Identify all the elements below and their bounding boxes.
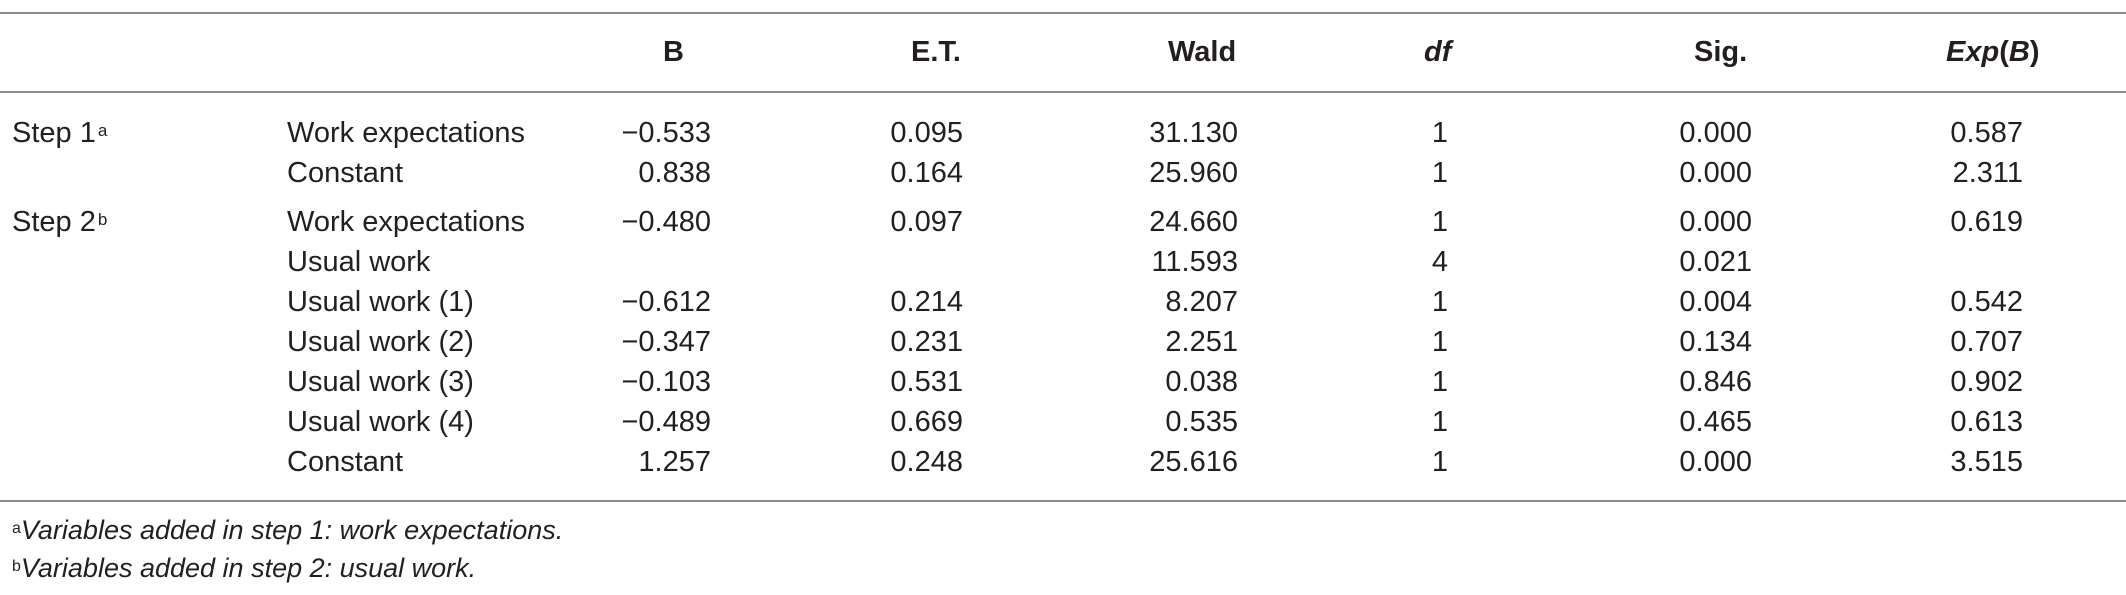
cell-sig: 0.134 (1679, 326, 1752, 358)
cell-variable: Work expectations (287, 117, 526, 149)
cell-b: −0.533 (621, 117, 711, 149)
cell-df: 1 (1431, 157, 1449, 189)
cell-et: 0.231 (890, 326, 963, 358)
top-rule (0, 12, 2126, 14)
cell-et: 0.214 (890, 286, 963, 318)
cell-b: 0.838 (638, 157, 711, 189)
cell-et: 0.097 (890, 206, 963, 238)
cell-df: 1 (1431, 286, 1449, 318)
cell-wald: 25.616 (1149, 446, 1238, 478)
cell-et: 0.164 (890, 157, 963, 189)
cell-df: 1 (1431, 326, 1449, 358)
cell-b: −0.489 (621, 406, 711, 438)
header-sig: Sig. (1694, 36, 1748, 68)
header-exp-arg: (B) (1999, 36, 2040, 68)
cell-sig: 0.846 (1679, 366, 1752, 398)
header-df: df (1424, 36, 1452, 68)
footnote-a-text: Variables added in step 1: work expectat… (20, 515, 564, 545)
header-b: B (663, 36, 684, 68)
cell-variable: Usual work (4) (287, 406, 474, 438)
cell-sig: 0.004 (1679, 286, 1752, 318)
cell-variable: Usual work (2) (287, 326, 474, 358)
cell-exp: 0.707 (1950, 326, 2023, 358)
cell-sig: 0.000 (1679, 206, 1752, 238)
cell-exp: 0.542 (1950, 286, 2023, 318)
cell-wald: 11.593 (1151, 246, 1238, 278)
cell-b: 1.257 (638, 446, 711, 478)
cell-df: 1 (1431, 406, 1449, 438)
cell-sig: 0.021 (1679, 246, 1752, 278)
cell-et: 0.531 (890, 366, 963, 398)
cell-exp: 0.902 (1950, 366, 2023, 398)
cell-variable: Usual work (1) (287, 286, 474, 318)
footnote-b-text: Variables added in step 2: usual work. (20, 553, 477, 583)
step-footnote-mark: a (97, 121, 108, 140)
cell-b: −0.612 (621, 286, 711, 318)
footnote-a-mark: a (12, 520, 21, 537)
cell-df: 1 (1431, 366, 1449, 398)
footnote-b-mark: b (12, 558, 21, 575)
header-exp-prefix: Exp (1946, 36, 2000, 68)
cell-wald: 0.535 (1165, 406, 1238, 438)
footnote-a: aVariables added in step 1: work expecta… (12, 515, 563, 545)
bottom-rule (0, 500, 2126, 502)
cell-variable: Constant (287, 157, 404, 189)
cell-exp: 3.515 (1950, 446, 2023, 478)
cell-sig: 0.000 (1679, 117, 1752, 149)
cell-exp: 0.619 (1950, 206, 2023, 238)
header-wald: Wald (1168, 36, 1237, 68)
footnote-b: bVariables added in step 2: usual work. (12, 553, 476, 583)
cell-wald: 0.038 (1165, 366, 1238, 398)
cell-wald: 24.660 (1149, 206, 1238, 238)
cell-df: 1 (1431, 117, 1449, 149)
cell-et: 0.095 (890, 117, 963, 149)
header-rule (0, 91, 2126, 93)
cell-b: −0.347 (621, 326, 711, 358)
cell-exp: 0.613 (1950, 406, 2023, 438)
cell-et: 0.669 (890, 406, 963, 438)
cell-variable: Constant (287, 446, 404, 478)
cell-exp: 2.311 (1952, 157, 2023, 189)
step-text: Step 1 (12, 117, 96, 149)
cell-sig: 0.000 (1679, 446, 1752, 478)
cell-df: 4 (1431, 246, 1449, 278)
cell-sig: 0.000 (1679, 157, 1752, 189)
cell-variable: Usual work (287, 246, 431, 278)
header-exp: Exp(B) (1946, 36, 2039, 68)
cell-wald: 31.130 (1149, 117, 1238, 149)
cell-wald: 25.960 (1149, 157, 1238, 189)
header-et: E.T. (911, 36, 961, 68)
cell-variable: Usual work (3) (287, 366, 474, 398)
step-footnote-mark: b (97, 210, 108, 229)
cell-b: −0.103 (621, 366, 711, 398)
cell-variable: Work expectations (287, 206, 526, 238)
cell-b: −0.480 (621, 206, 711, 238)
cell-et: 0.248 (890, 446, 963, 478)
cell-sig: 0.465 (1679, 406, 1752, 438)
cell-df: 1 (1431, 446, 1449, 478)
cell-wald: 8.207 (1165, 286, 1238, 318)
cell-exp: 0.587 (1950, 117, 2023, 149)
cell-df: 1 (1431, 206, 1449, 238)
cell-wald: 2.251 (1165, 326, 1238, 358)
step-text: Step 2 (12, 206, 96, 238)
